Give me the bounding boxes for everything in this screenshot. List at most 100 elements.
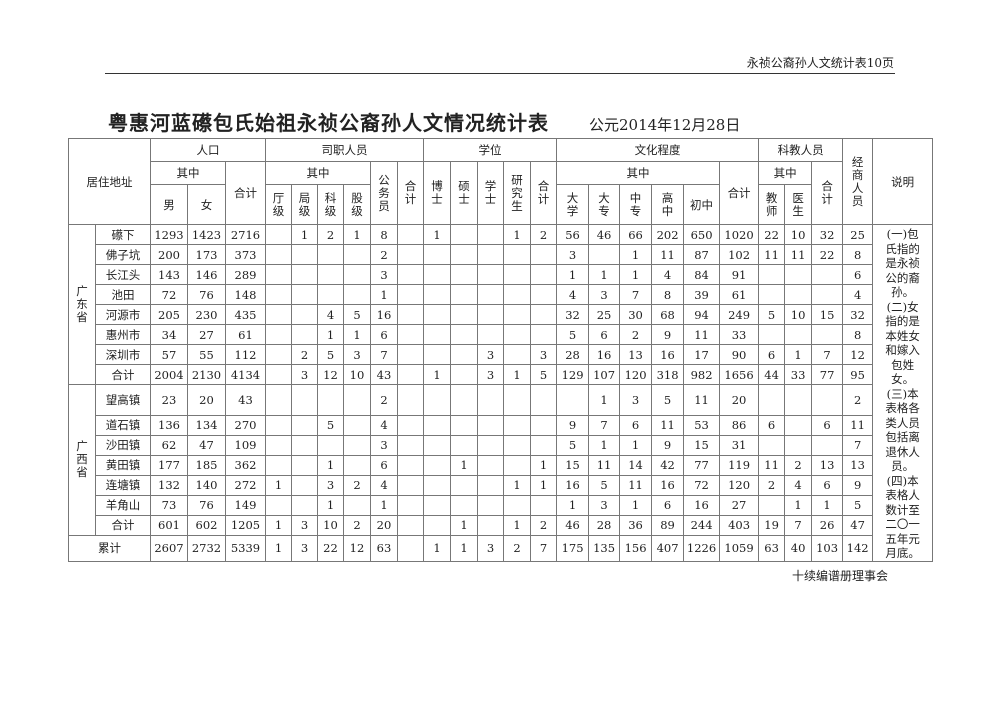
table-row: 池田 72 76 148 1 4 3 7 8 39 61 4 <box>69 284 933 305</box>
table-cell: 12 <box>317 364 344 385</box>
table-cell: 11 <box>842 414 874 436</box>
table-cell: 132 <box>150 474 188 496</box>
table-cell <box>265 224 292 245</box>
table-cell: 10 <box>343 364 371 385</box>
footer-signature: 十续编谱册理事会 <box>792 568 889 583</box>
table-cell: 15 <box>683 434 721 456</box>
table-cell <box>265 454 292 476</box>
table-cell: 249 <box>719 304 760 325</box>
table-cell: 601 <box>150 514 188 536</box>
table-cell <box>811 434 844 456</box>
table-cell <box>450 384 479 416</box>
table-cell: 270 <box>225 414 266 436</box>
table-cell: 1 <box>588 264 621 285</box>
table-cell: 205 <box>150 304 188 325</box>
table-cell: 8 <box>842 324 874 345</box>
table-cell <box>503 264 532 285</box>
table-cell <box>265 344 292 365</box>
table-cell: 3 <box>370 434 398 456</box>
table-cell <box>477 434 505 456</box>
table-cell <box>477 514 505 536</box>
table-cell <box>423 244 452 265</box>
table-cell: 56 <box>556 224 590 245</box>
table-cell: 16 <box>651 474 685 496</box>
table-cell: 403 <box>719 514 760 536</box>
table-cell <box>291 494 318 516</box>
table-cell <box>265 284 292 305</box>
table-cell: 7 <box>370 344 398 365</box>
table-cell: 407 <box>651 534 685 562</box>
table-cell <box>317 384 344 416</box>
table-row: 河源市 205 230 435 4 5 16 32 25 30 68 94 249 5 10 15 32 <box>69 304 933 325</box>
table-cell: 11 <box>651 244 685 265</box>
table-cell: 4 <box>317 304 344 325</box>
table-cell <box>423 514 452 536</box>
table-cell <box>503 344 532 365</box>
table-cell: 9 <box>556 414 590 436</box>
table-cell <box>450 364 479 385</box>
table-cell <box>423 384 452 416</box>
table-cell <box>450 474 479 496</box>
location-name: 深圳市 <box>95 344 151 365</box>
table-cell: 602 <box>187 514 226 536</box>
table-cell: 7 <box>842 434 874 456</box>
table-cell <box>811 324 844 345</box>
table-cell: 66 <box>619 224 653 245</box>
table-cell <box>396 474 425 496</box>
table-cell: 102 <box>719 244 760 265</box>
table-cell <box>530 384 558 416</box>
table-cell <box>317 434 344 456</box>
header-ting: 厅级 <box>265 184 292 225</box>
table-cell: 146 <box>187 264 226 285</box>
table-cell: 650 <box>683 224 721 245</box>
location-name: 合计 <box>95 364 151 385</box>
table-cell: 5 <box>651 384 685 416</box>
table-row: 惠州市 34 27 61 1 1 6 5 6 2 9 11 33 8 <box>69 324 933 345</box>
table-cell: 1 <box>556 494 590 516</box>
table-cell <box>396 514 425 536</box>
table-cell: 68 <box>651 304 685 325</box>
table-cell: 1 <box>450 514 479 536</box>
table-row: 羊角山 73 76 149 1 1 1 3 1 6 16 27 1 1 5 <box>69 494 933 516</box>
table-cell <box>343 264 371 285</box>
table-cell: 1 <box>530 474 558 496</box>
statistics-table: 居住地址 人口 司职人员 学位 文化程度 科教人员 经商人员 说明 其中 合计 … <box>68 138 934 562</box>
header-university: 大学 <box>556 184 590 225</box>
table-cell: 13 <box>811 454 844 476</box>
table-cell <box>265 264 292 285</box>
table-cell <box>423 264 452 285</box>
table-cell <box>477 384 505 416</box>
table-cell <box>450 494 479 516</box>
header-junior: 初中 <box>683 184 721 225</box>
header-doctor: 医生 <box>784 184 813 225</box>
table-cell <box>811 284 844 305</box>
table-cell: 3 <box>291 514 318 536</box>
table-cell: 3 <box>370 264 398 285</box>
table-cell: 1 <box>370 284 398 305</box>
table-cell: 72 <box>150 284 188 305</box>
location-name: 河源市 <box>95 304 151 325</box>
table-cell: 1 <box>317 494 344 516</box>
table-cell <box>396 244 425 265</box>
table-cell: 5 <box>317 414 344 436</box>
table-cell: 173 <box>187 244 226 265</box>
header-bachelor: 学士 <box>477 161 505 225</box>
table-cell <box>343 284 371 305</box>
table-cell: 15 <box>811 304 844 325</box>
table-cell: 1 <box>619 434 653 456</box>
table-cell <box>291 324 318 345</box>
table-cell: 3 <box>619 384 653 416</box>
table-cell: 9 <box>842 474 874 496</box>
table-cell: 16 <box>370 304 398 325</box>
table-cell: 8 <box>651 284 685 305</box>
table-cell <box>477 414 505 436</box>
header-female: 女 <box>187 184 226 225</box>
table-cell <box>758 434 786 456</box>
table-cell <box>396 324 425 345</box>
table-cell <box>423 344 452 365</box>
table-cell <box>291 244 318 265</box>
table-cell: 5 <box>343 304 371 325</box>
running-header: 永祯公裔孙人文统计表10页 <box>746 56 894 70</box>
table-cell <box>291 414 318 436</box>
table-cell <box>396 454 425 476</box>
